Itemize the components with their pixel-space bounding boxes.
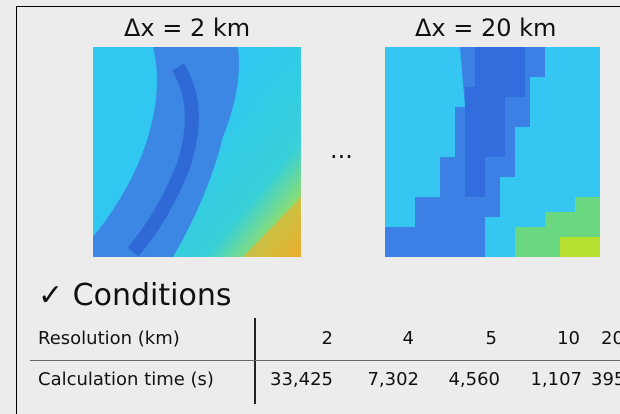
frame [16, 6, 620, 414]
table-cell: 2 [321, 328, 333, 349]
table-cell: 4 [402, 328, 414, 349]
row-header: Calculation time (s) [38, 369, 214, 390]
table-cell: 5 [485, 328, 497, 349]
table-cell: 20 [601, 328, 620, 349]
table-cell: 395 [591, 369, 620, 390]
column-divider [254, 318, 256, 404]
table-cell: 10 [557, 328, 580, 349]
panel-title: Δx = 2 km [124, 14, 251, 42]
heading: ✓ Conditions [38, 278, 232, 313]
table-cell: 33,425 [270, 369, 333, 390]
map-image [385, 47, 600, 257]
row-divider [30, 360, 620, 361]
table-cell: 4,560 [448, 369, 500, 390]
ellipsis: ... [330, 136, 353, 164]
map-image [93, 47, 301, 257]
panel-title: Δx = 20 km [415, 14, 557, 42]
table-cell: 7,302 [367, 369, 419, 390]
row-header: Resolution (km) [38, 328, 180, 349]
table-cell: 1,107 [530, 369, 582, 390]
